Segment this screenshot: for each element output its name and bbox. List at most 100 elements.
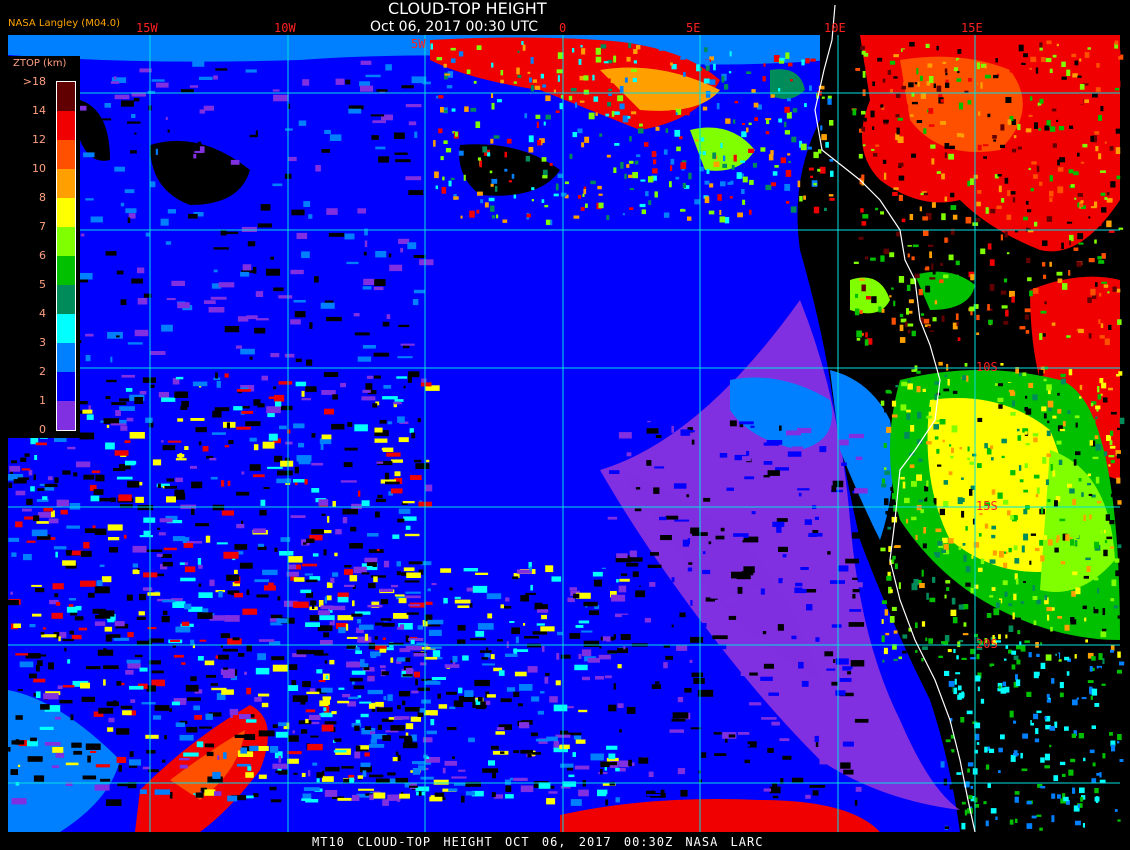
cloud-pixel xyxy=(979,513,983,516)
cloud-pixel xyxy=(916,370,921,374)
cloud-pixel xyxy=(595,112,598,116)
cloud-pixel xyxy=(179,758,190,761)
cloud-pixel xyxy=(911,583,918,591)
cloud-pixel xyxy=(443,63,447,68)
cloud-pixel xyxy=(458,150,464,156)
cloud-pixel xyxy=(541,157,547,162)
cloud-pixel xyxy=(780,778,784,785)
cloud-pixel xyxy=(1096,500,1102,504)
cloud-pixel xyxy=(946,687,953,692)
cloud-pixel xyxy=(110,356,113,363)
cloud-pixel xyxy=(274,751,283,759)
cloud-pixel xyxy=(1000,124,1005,131)
cloud-pixel xyxy=(167,440,182,443)
cloud-pixel xyxy=(581,676,590,681)
cloud-pixel xyxy=(1060,476,1066,479)
cloud-pixel xyxy=(198,583,202,587)
cloud-pixel xyxy=(82,775,97,780)
cloud-pixel xyxy=(941,173,945,180)
cloud-pixel xyxy=(1013,720,1017,724)
longitude-label: 0 xyxy=(559,21,567,35)
cloud-pixel xyxy=(492,772,496,779)
cloud-pixel xyxy=(1011,650,1017,655)
cloud-pixel xyxy=(1118,54,1124,60)
cloud-pixel xyxy=(315,165,321,172)
cloud-pixel xyxy=(728,734,736,738)
cloud-pixel xyxy=(911,153,916,158)
cloud-pixel xyxy=(646,428,659,434)
cloud-pixel xyxy=(109,547,119,553)
cloud-pixel xyxy=(195,792,204,798)
cloud-pixel xyxy=(396,571,401,576)
cloud-pixel xyxy=(301,539,310,546)
cloud-pixel xyxy=(399,624,405,630)
cloud-pixel xyxy=(909,42,915,47)
cloud-pixel xyxy=(179,562,185,565)
cloud-pixel xyxy=(139,68,152,73)
cloud-pixel xyxy=(1056,535,1060,541)
cloud-pixel xyxy=(249,464,261,471)
cloud-pixel xyxy=(998,404,1003,409)
cloud-pixel xyxy=(338,687,345,690)
cloud-pixel xyxy=(1039,333,1043,340)
cloud-pixel xyxy=(387,772,396,776)
cloud-pixel xyxy=(628,42,632,49)
cloud-pixel xyxy=(964,725,970,729)
cloud-pixel xyxy=(537,140,542,146)
cloud-pixel xyxy=(528,135,534,143)
cloud-pixel xyxy=(511,173,515,179)
cloud-pixel xyxy=(192,61,205,67)
cloud-pixel xyxy=(573,593,580,599)
cloud-pixel xyxy=(1028,652,1032,658)
cloud-pixel xyxy=(212,410,222,418)
cloud-pixel xyxy=(614,143,620,146)
cloud-pixel xyxy=(1058,546,1064,551)
cloud-pixel xyxy=(48,662,54,670)
cloud-pixel xyxy=(821,96,825,99)
cloud-pixel xyxy=(775,662,788,665)
cloud-pixel xyxy=(1089,666,1093,672)
cloud-pixel xyxy=(437,657,443,660)
cloud-pixel xyxy=(560,192,567,197)
cloud-pixel xyxy=(1025,330,1030,334)
cloud-pixel xyxy=(911,629,915,635)
cloud-pixel xyxy=(94,784,110,791)
cloud-pixel xyxy=(125,208,137,214)
cloud-pixel xyxy=(1022,428,1028,433)
cloud-pixel xyxy=(359,81,370,87)
cloud-pixel xyxy=(936,45,939,51)
cloud-pixel xyxy=(300,589,312,594)
cloud-pixel xyxy=(925,637,928,642)
cloud-pixel xyxy=(465,781,481,787)
cloud-pixel xyxy=(729,420,737,427)
cloud-pixel xyxy=(146,685,156,692)
cloud-pixel xyxy=(382,623,395,627)
cloud-pixel xyxy=(199,639,207,642)
cloud-pixel xyxy=(237,551,244,555)
cloud-pixel xyxy=(372,562,377,567)
cloud-pixel xyxy=(883,119,889,123)
cloud-pixel xyxy=(502,219,508,223)
cloud-pixel xyxy=(936,420,941,422)
cloud-pixel xyxy=(842,666,853,671)
cloud-pixel xyxy=(945,72,948,76)
legend-label: 8 xyxy=(39,191,46,204)
cloud-pixel xyxy=(404,595,421,599)
cloud-pixel xyxy=(301,772,306,777)
cloud-pixel xyxy=(402,345,410,349)
cloud-pixel xyxy=(450,58,456,63)
cloud-pixel xyxy=(724,217,730,224)
cloud-pixel xyxy=(332,572,339,577)
cloud-pixel xyxy=(426,730,437,735)
cloud-pixel xyxy=(1012,114,1017,119)
cloud-pixel xyxy=(954,757,959,764)
cloud-pixel xyxy=(441,186,447,194)
cloud-pixel xyxy=(148,792,164,799)
cloud-pixel xyxy=(1030,162,1037,167)
cloud-pixel xyxy=(983,144,989,147)
cloud-pixel xyxy=(831,624,842,628)
cloud-pixel xyxy=(15,715,23,720)
cloud-pixel xyxy=(1059,518,1066,522)
cloud-pixel xyxy=(624,173,627,179)
cloud-pixel xyxy=(392,757,399,762)
